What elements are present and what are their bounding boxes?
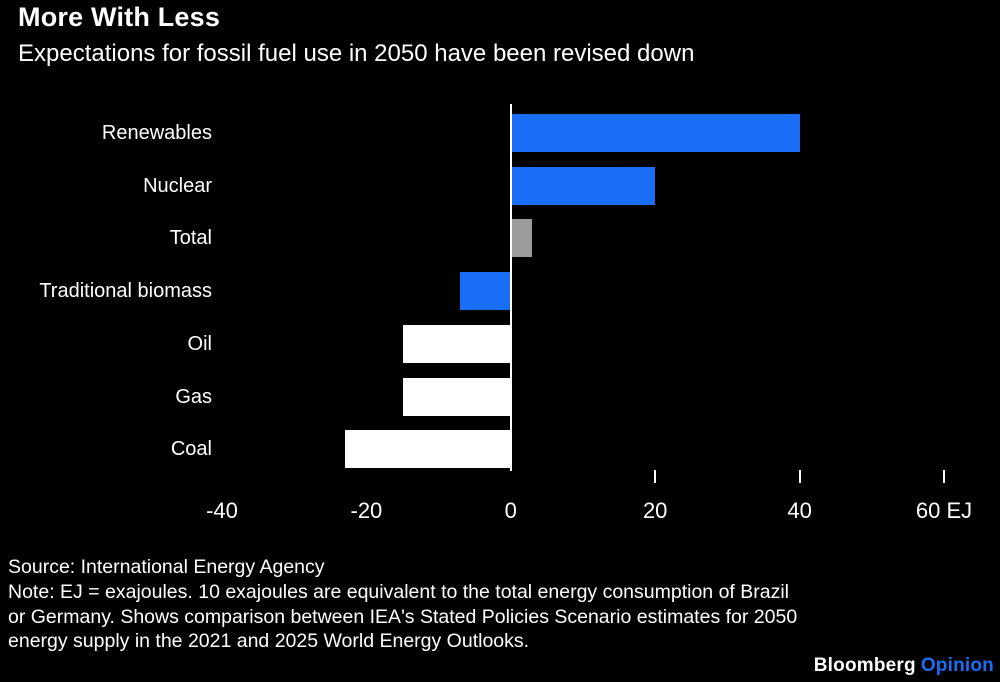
bar	[511, 166, 656, 205]
x-axis-label: 20	[642, 498, 668, 523]
note-text: Note: EJ = exajoules. 10 exajoules are e…	[8, 581, 798, 652]
bar	[402, 377, 510, 416]
x-axis-label: 60 EJ	[915, 498, 973, 523]
bar	[511, 114, 800, 152]
x-axis-label: 0	[504, 498, 517, 523]
bar	[511, 219, 533, 258]
x-axis-label: 40	[787, 498, 812, 523]
category-label: Oil	[187, 332, 212, 355]
chart-subtitle: Expectations for fossil fuel use in 2050…	[18, 40, 695, 67]
category-label: Total	[169, 227, 212, 250]
category-label: Renewables	[101, 122, 212, 144]
x-axis-label: -40	[206, 498, 238, 523]
zero-axis-line	[510, 104, 512, 471]
axis-tick-mark	[943, 470, 945, 483]
bar	[402, 324, 510, 363]
category-label: Coal	[170, 438, 212, 461]
axis-tick-mark	[654, 470, 657, 483]
axis-tick-mark	[798, 470, 801, 483]
brand-logo: Bloomberg Opinion	[814, 655, 994, 677]
brand-bloomberg: Bloomberg	[813, 655, 916, 676]
category-label: Traditional biomass	[39, 280, 212, 303]
source-text: Source: International Energy Agency	[8, 556, 325, 578]
category-label: Nuclear	[143, 174, 212, 197]
bar	[344, 430, 510, 469]
category-label: Gas	[175, 385, 212, 408]
chart-title: More With Less	[18, 2, 221, 32]
brand-opinion: Opinion	[920, 655, 994, 676]
x-axis-label: -20	[350, 498, 383, 523]
bar	[460, 272, 510, 311]
